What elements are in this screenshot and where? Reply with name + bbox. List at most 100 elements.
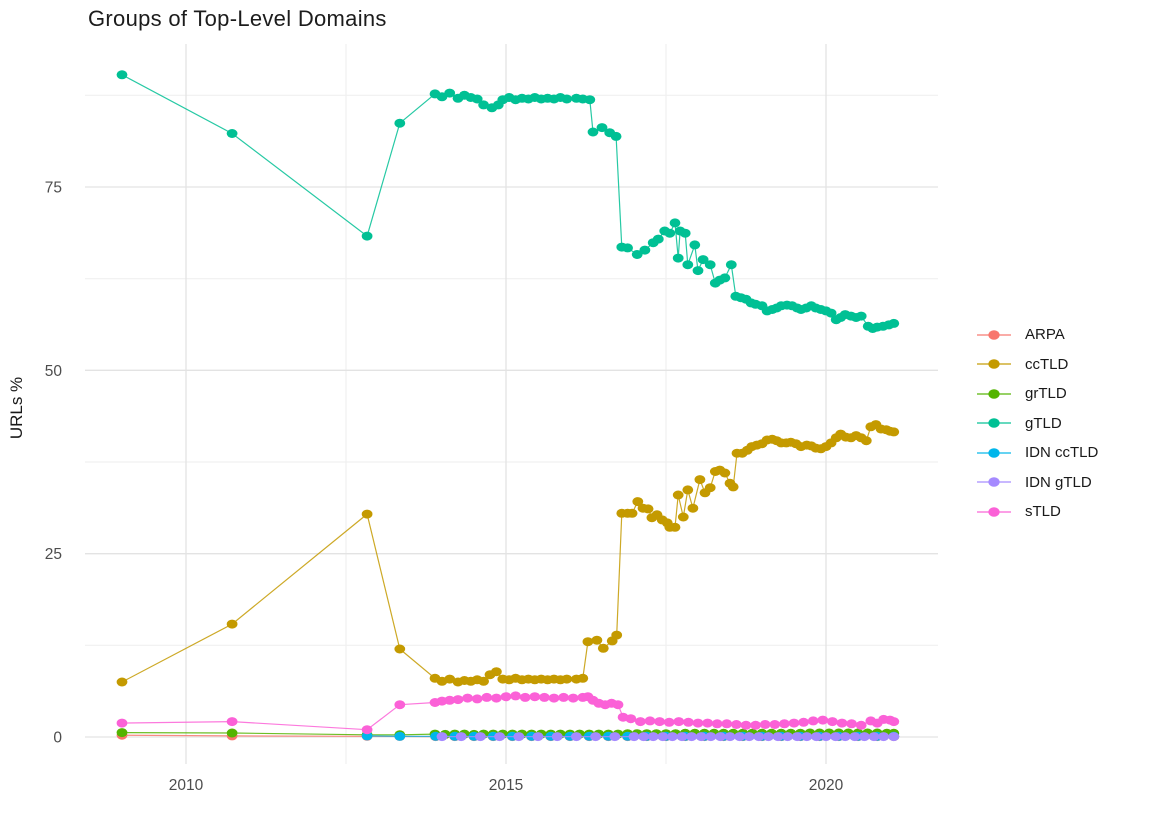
data-point: [798, 717, 809, 727]
data-point: [672, 490, 684, 500]
series-cctld: [116, 420, 900, 687]
data-point: [444, 88, 456, 98]
data-point: [763, 732, 774, 742]
data-point: [807, 716, 819, 726]
data-point: [571, 732, 582, 742]
data-point: [683, 717, 694, 727]
data-point: [625, 714, 637, 724]
x-tick-label: 2020: [809, 777, 844, 794]
data-point: [584, 95, 596, 105]
data-point: [663, 717, 675, 727]
data-point: [471, 94, 483, 104]
data-point: [226, 728, 238, 738]
data-point: [846, 719, 857, 729]
legend-item-idn-gtld: IDN gTLD: [976, 468, 1098, 498]
data-point: [567, 693, 579, 703]
data-point: [734, 732, 745, 742]
legend-label: grTLD: [1025, 385, 1067, 403]
data-point: [673, 717, 685, 727]
data-point: [657, 732, 669, 742]
data-point: [878, 732, 889, 742]
data-point: [444, 695, 456, 705]
data-point: [669, 218, 681, 228]
data-point: [750, 720, 761, 730]
data-point: [686, 732, 697, 742]
legend-label: IDN ccTLD: [1025, 444, 1099, 462]
data-point: [436, 732, 448, 742]
data-point: [679, 228, 691, 238]
data-point: [494, 732, 505, 742]
y-axis-tick-labels: 0 25 50 75: [45, 180, 63, 747]
data-point: [820, 732, 832, 742]
legend-item-gtld: gTLD: [976, 409, 1098, 439]
data-point: [743, 732, 755, 742]
legend-item-cctld: ccTLD: [976, 350, 1098, 380]
data-point: [582, 637, 594, 647]
data-point: [226, 129, 238, 138]
data-point: [772, 732, 784, 742]
data-point: [626, 508, 638, 518]
legend-key-icon: [977, 477, 1011, 488]
data-point: [632, 497, 644, 507]
data-point: [669, 522, 681, 532]
data-point: [888, 427, 900, 437]
data-point: [481, 692, 493, 702]
legend-item-stld: sTLD: [976, 497, 1098, 527]
data-point: [715, 732, 726, 742]
data-point: [394, 731, 406, 741]
data-point: [394, 700, 406, 710]
data-point: [725, 260, 737, 270]
data-point: [687, 503, 699, 513]
data-point: [868, 732, 880, 742]
data-point: [577, 673, 589, 683]
legend-label: ARPA: [1025, 326, 1065, 344]
data-point: [719, 273, 731, 283]
data-point: [642, 504, 654, 514]
data-point: [855, 311, 867, 321]
data-point: [692, 266, 704, 276]
legend-key-icon: [977, 359, 1011, 370]
y-tick-label: 75: [45, 180, 62, 197]
data-point: [682, 485, 694, 495]
data-point: [859, 732, 870, 742]
data-point: [561, 674, 573, 684]
data-point: [711, 719, 723, 729]
data-point: [839, 732, 851, 742]
data-point: [631, 250, 643, 259]
data-point: [455, 732, 467, 742]
data-point: [596, 123, 608, 133]
data-point: [697, 255, 709, 265]
data-point: [801, 732, 813, 742]
data-point: [539, 692, 550, 702]
data-point: [647, 732, 659, 742]
data-point: [551, 732, 563, 742]
data-point: [724, 732, 736, 742]
data-point: [695, 732, 707, 742]
data-point: [644, 716, 656, 726]
data-point: [548, 693, 560, 703]
legend-key-icon: [977, 418, 1011, 429]
legend-key-icon: [977, 329, 1011, 340]
data-point: [721, 719, 733, 729]
data-point: [610, 131, 622, 141]
data-point: [226, 717, 238, 727]
series-gtld: [116, 70, 900, 333]
data-point: [888, 717, 900, 727]
legend-label: sTLD: [1025, 503, 1061, 521]
data-point: [855, 720, 867, 730]
data-point: [779, 719, 790, 729]
x-tick-label: 2010: [169, 777, 204, 794]
data-point: [628, 732, 640, 742]
legend-label: ccTLD: [1025, 355, 1069, 373]
data-point: [116, 677, 128, 687]
data-point: [782, 732, 793, 742]
data-point: [677, 512, 689, 522]
legend: ARPA ccTLD grTLD gTLD IDN ccTLD IDN gTLD sTLD: [976, 320, 1098, 527]
legend-item-grtld: grTLD: [976, 379, 1098, 409]
data-point: [705, 732, 717, 742]
data-point: [759, 720, 771, 729]
data-point: [491, 693, 502, 703]
data-point: [444, 674, 456, 684]
data-point: [116, 718, 128, 728]
